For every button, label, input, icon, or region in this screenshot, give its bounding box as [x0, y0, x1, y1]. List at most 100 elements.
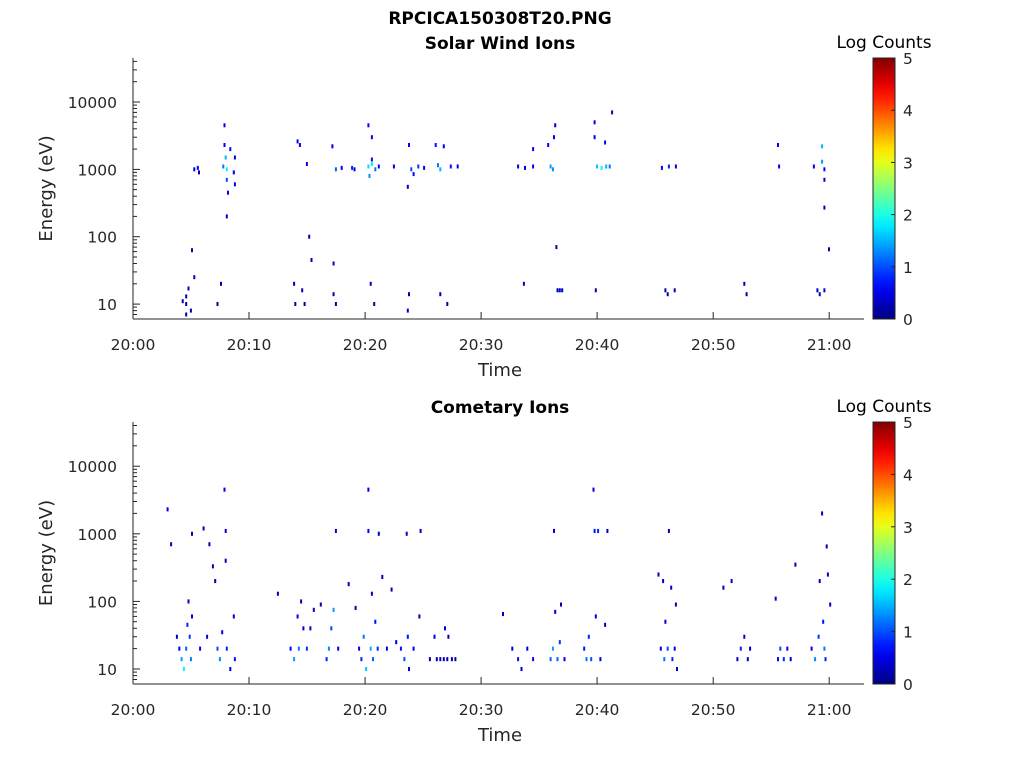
data-cell [369, 281, 372, 286]
data-cell [186, 622, 189, 627]
data-cell [560, 602, 562, 607]
y-tick-label: 10 [97, 296, 117, 314]
data-cell [594, 614, 597, 619]
data-cell [555, 245, 558, 250]
data-cell [823, 646, 826, 651]
data-cell [331, 144, 334, 149]
data-cell [408, 292, 410, 297]
data-cell [185, 294, 188, 299]
data-cell [549, 657, 552, 662]
data-cell [223, 123, 226, 128]
data-cell [777, 657, 779, 662]
data-cell [674, 602, 677, 607]
data-cell [664, 619, 667, 624]
data-cell [362, 634, 365, 639]
data-cell [749, 646, 752, 651]
data-cell [208, 542, 211, 547]
data-cell [608, 164, 611, 169]
colorbar-tick-label: 0 [903, 676, 913, 694]
data-cell [829, 602, 832, 607]
colorbar-tick-label: 3 [903, 519, 913, 537]
data-cell [406, 308, 409, 313]
data-cell [188, 634, 191, 639]
data-cell [229, 147, 232, 152]
colorbar-label: Log Counts [836, 33, 931, 53]
data-cell [327, 646, 330, 651]
data-cell [583, 646, 586, 651]
data-cell [786, 646, 789, 651]
data-cell [593, 528, 596, 533]
data-cell [605, 164, 608, 169]
data-cell [821, 144, 824, 149]
data-cell [232, 614, 235, 619]
data-cell [224, 528, 227, 533]
data-cell [233, 182, 236, 187]
data-cell [225, 214, 228, 219]
data-cell [517, 164, 520, 169]
data-cell [187, 599, 190, 604]
data-cell [367, 164, 370, 169]
data-cell [185, 302, 188, 306]
data-cell [303, 302, 306, 306]
y-tick-label: 1000 [78, 526, 117, 544]
data-cell [412, 646, 415, 651]
data-cell [305, 646, 308, 651]
colorbar-tick-label: 3 [903, 154, 913, 172]
data-cell [191, 248, 193, 253]
data-cell [743, 281, 746, 286]
data-cell [450, 657, 453, 662]
data-cell [593, 135, 596, 140]
x-tick-label: 20:20 [343, 336, 388, 354]
data-cell [810, 646, 813, 651]
data-cell [551, 167, 554, 172]
x-tick-label: 20:30 [459, 701, 504, 719]
data-cell [524, 165, 526, 170]
data-cell [206, 634, 209, 639]
data-cell [659, 646, 662, 651]
data-cell [182, 667, 185, 672]
data-cell [676, 667, 678, 672]
data-cell [520, 667, 523, 672]
data-cell [554, 123, 557, 128]
data-cell [592, 487, 595, 492]
data-cell [392, 164, 395, 169]
plot-area [133, 422, 864, 684]
data-cell [746, 657, 749, 662]
data-cell [229, 667, 232, 672]
data-cell [403, 657, 406, 662]
colorbar-tick-label: 5 [903, 414, 913, 432]
data-cell [433, 634, 436, 639]
data-cell [233, 657, 236, 662]
data-cell [166, 507, 169, 512]
data-cell [667, 164, 670, 169]
data-cell [597, 528, 600, 533]
data-cell [187, 286, 190, 291]
data-cell [175, 634, 178, 639]
data-cell [449, 164, 452, 169]
data-cell [604, 622, 607, 627]
data-cell [332, 261, 335, 266]
data-cell [823, 177, 826, 182]
colorbar-tick-label: 5 [903, 50, 913, 68]
data-cell [223, 487, 226, 492]
data-cell [554, 609, 557, 614]
data-cell [406, 184, 409, 189]
data-cell [551, 646, 554, 651]
data-cell [666, 292, 669, 297]
data-cell [353, 167, 356, 172]
x-tick-label: 20:10 [227, 701, 272, 719]
data-cell [367, 528, 370, 533]
data-cell [410, 167, 413, 172]
data-cell [418, 614, 421, 619]
data-cell [395, 640, 398, 645]
colorbar-tick-label: 0 [903, 311, 913, 329]
data-cell [221, 630, 224, 635]
colorbar-tick-label: 4 [903, 102, 913, 120]
data-cell [181, 299, 184, 304]
x-tick-label: 20:40 [575, 336, 620, 354]
data-cell [408, 143, 410, 147]
x-tick-label: 20:40 [575, 701, 620, 719]
x-tick-label: 20:00 [111, 336, 156, 354]
data-cell [189, 657, 192, 662]
